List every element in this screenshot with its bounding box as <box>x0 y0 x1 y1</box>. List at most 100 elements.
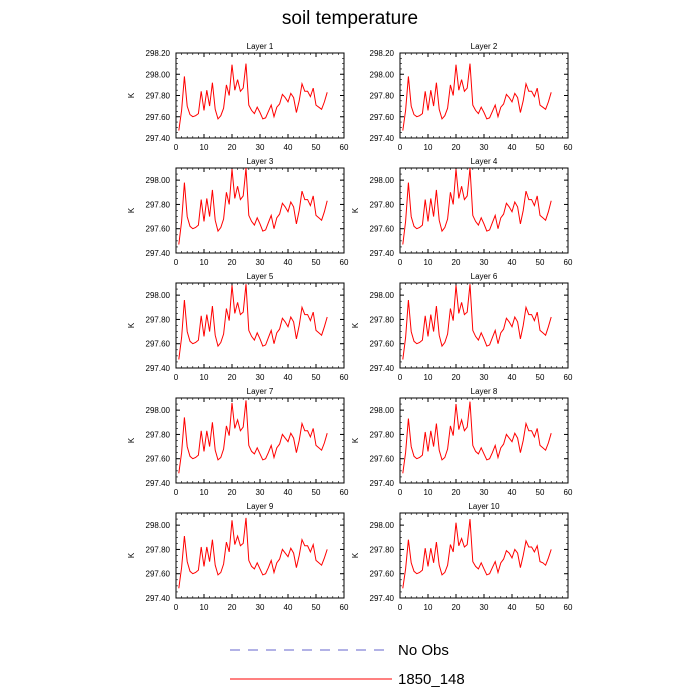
x-tick-label: 20 <box>452 258 461 267</box>
x-tick-label: 40 <box>508 373 517 382</box>
x-tick-label: 10 <box>424 258 433 267</box>
y-tick-label: 297.80 <box>146 430 171 439</box>
x-tick-label: 40 <box>284 373 293 382</box>
x-tick-label: 60 <box>340 143 349 152</box>
y-tick-label: 297.60 <box>146 455 171 464</box>
x-tick-label: 10 <box>200 488 209 497</box>
x-tick-label: 60 <box>340 258 349 267</box>
y-axis-label: K <box>127 92 136 98</box>
panel-title: Layer 4 <box>471 157 498 166</box>
y-tick-label: 298.00 <box>146 521 171 530</box>
legend-label: 1850_148 <box>398 671 465 688</box>
x-tick-label: 20 <box>452 373 461 382</box>
y-axis-label: K <box>351 322 360 328</box>
x-tick-label: 30 <box>256 143 265 152</box>
panel-10: Layer 10 297.40 297.60 297.80 298.00 0 10 20 30 4… <box>351 502 573 612</box>
y-tick-label: 297.60 <box>146 113 171 122</box>
y-tick-label: 297.60 <box>370 570 395 579</box>
x-tick-label: 0 <box>174 143 179 152</box>
plot-frame <box>175 397 345 484</box>
panel-5: Layer 5 297.40 297.60 297.80 298.00 0 10 20 30 40… <box>127 272 349 382</box>
panel-1: Layer 1 297.40 297.60 297.80 298.00 298.20 0 10… <box>127 42 349 152</box>
x-tick-label: 0 <box>398 488 403 497</box>
series-line <box>402 63 552 131</box>
panel-title: Layer 6 <box>471 272 498 281</box>
x-tick-label: 0 <box>398 603 403 612</box>
x-tick-label: 20 <box>228 603 237 612</box>
plot-frame <box>399 397 569 484</box>
x-tick-label: 0 <box>398 258 403 267</box>
x-tick-label: 20 <box>452 603 461 612</box>
x-tick-label: 60 <box>340 373 349 382</box>
panel-8: Layer 8 297.40 297.60 297.80 298.00 0 10 20 30 40… <box>351 387 573 497</box>
x-tick-label: 10 <box>200 603 209 612</box>
y-tick-label: 298.20 <box>146 49 171 58</box>
x-tick-label: 30 <box>256 258 265 267</box>
x-tick-label: 30 <box>480 373 489 382</box>
series-line <box>402 284 552 360</box>
series-line <box>178 284 328 360</box>
x-tick-label: 10 <box>424 143 433 152</box>
y-tick-label: 297.40 <box>370 479 395 488</box>
panel-9: Layer 9 297.40 297.60 297.80 298.00 0 10 20 30 40… <box>127 502 349 612</box>
plot-frame <box>399 282 569 369</box>
x-tick-label: 30 <box>480 603 489 612</box>
x-tick-label: 10 <box>424 603 433 612</box>
x-tick-label: 60 <box>340 603 349 612</box>
x-tick-label: 0 <box>398 143 403 152</box>
y-tick-label: 297.40 <box>146 364 171 373</box>
x-tick-label: 30 <box>480 488 489 497</box>
x-tick-label: 10 <box>424 488 433 497</box>
y-tick-label: 297.80 <box>146 315 171 324</box>
x-tick-label: 40 <box>284 488 293 497</box>
x-tick-label: 50 <box>536 258 545 267</box>
y-axis-label: K <box>351 552 360 558</box>
x-tick-label: 20 <box>452 488 461 497</box>
panel-6: Layer 6 297.40 297.60 297.80 298.00 0 10 20 30 40… <box>351 272 573 382</box>
y-axis-label: K <box>351 207 360 213</box>
series-line <box>402 519 552 589</box>
x-tick-label: 50 <box>312 143 321 152</box>
x-tick-label: 30 <box>256 603 265 612</box>
plot-frame <box>175 512 345 599</box>
y-axis-label: K <box>127 437 136 443</box>
x-tick-label: 20 <box>228 258 237 267</box>
y-tick-label: 297.60 <box>370 455 395 464</box>
panel-title: Layer 7 <box>247 387 274 396</box>
y-tick-label: 298.00 <box>370 176 395 185</box>
y-tick-label: 298.20 <box>370 49 395 58</box>
y-tick-label: 297.60 <box>370 340 395 349</box>
x-tick-label: 40 <box>284 143 293 152</box>
y-tick-label: 297.80 <box>146 545 171 554</box>
x-tick-label: 30 <box>256 373 265 382</box>
plot-frame <box>175 282 345 369</box>
x-tick-label: 10 <box>200 373 209 382</box>
x-tick-label: 0 <box>174 373 179 382</box>
x-tick-label: 50 <box>536 373 545 382</box>
y-tick-label: 297.40 <box>146 479 171 488</box>
x-tick-label: 50 <box>536 603 545 612</box>
y-tick-label: 297.60 <box>370 225 395 234</box>
y-tick-label: 297.80 <box>146 200 171 209</box>
y-tick-label: 297.60 <box>146 570 171 579</box>
panel-title: Layer 2 <box>471 42 498 51</box>
x-tick-label: 20 <box>228 488 237 497</box>
x-tick-label: 10 <box>200 258 209 267</box>
series-line <box>178 400 328 474</box>
x-tick-label: 50 <box>312 258 321 267</box>
y-tick-label: 298.00 <box>146 70 171 79</box>
x-tick-label: 50 <box>312 373 321 382</box>
x-tick-label: 10 <box>200 143 209 152</box>
y-tick-label: 297.60 <box>146 340 171 349</box>
y-tick-label: 297.40 <box>370 594 395 603</box>
panel-4: Layer 4 297.40 297.60 297.80 298.00 0 10 20 30 40… <box>351 157 573 267</box>
x-tick-label: 40 <box>508 143 517 152</box>
series-line <box>178 167 328 245</box>
y-tick-label: 297.60 <box>146 225 171 234</box>
x-tick-label: 30 <box>256 488 265 497</box>
series-line <box>178 63 328 131</box>
panel-3: Layer 3 297.40 297.60 297.80 298.00 0 10 20 30 40… <box>127 157 349 267</box>
x-tick-label: 50 <box>536 143 545 152</box>
x-tick-label: 40 <box>508 603 517 612</box>
